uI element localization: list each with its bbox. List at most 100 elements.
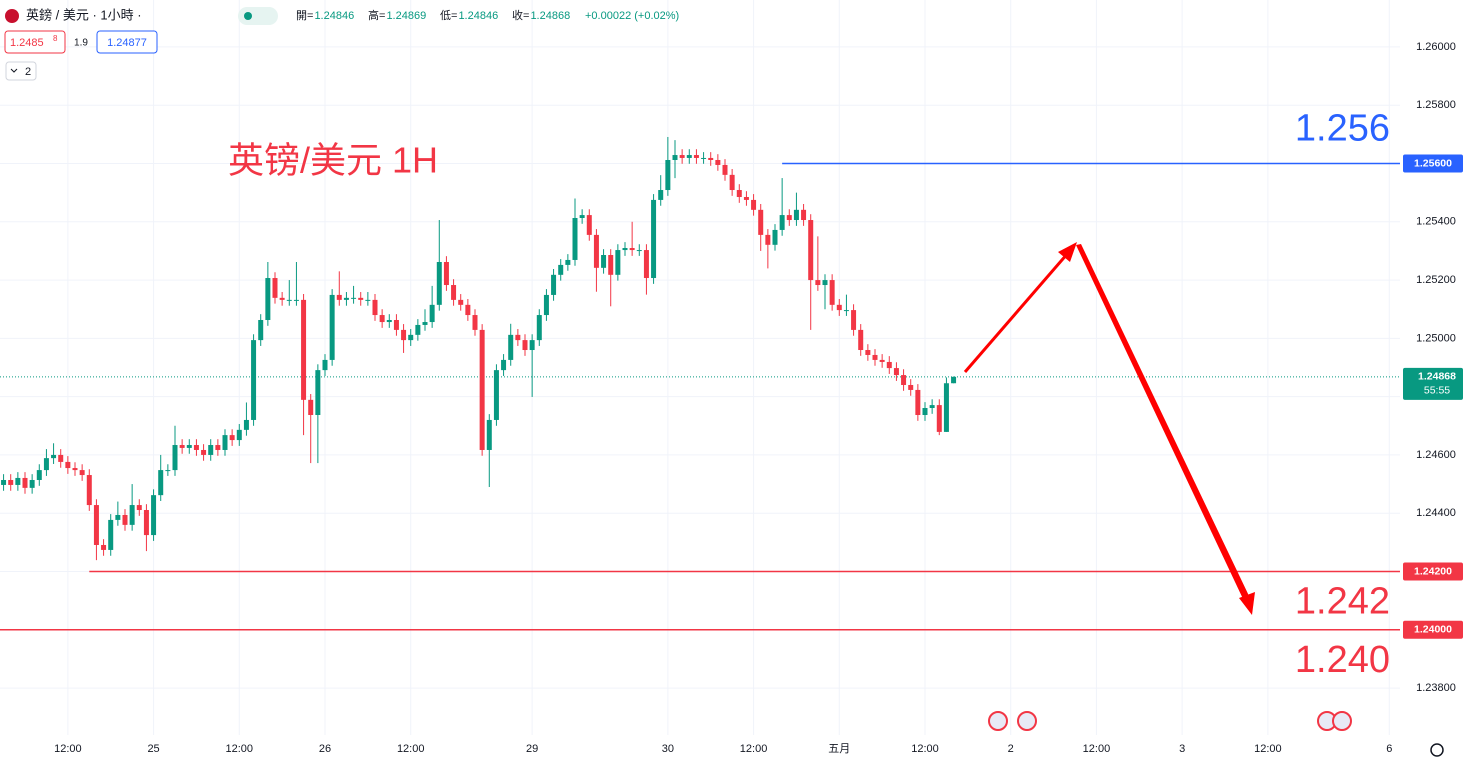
candle-body	[579, 215, 585, 218]
y-tick-label: 1.26000	[1416, 41, 1456, 53]
candle-body	[679, 155, 685, 158]
candle-body	[372, 299, 378, 316]
candle-body	[229, 435, 235, 441]
candle-body	[651, 199, 657, 279]
candle-body	[836, 304, 842, 311]
candle-body	[543, 294, 549, 316]
arrow-down	[1076, 244, 1250, 601]
candle-body	[829, 280, 835, 305]
candle-body	[479, 329, 485, 450]
ohlc: 開= 1.24846 高= 1.24869 低= 1.24846 收= 1.24868 +0.0…	[296, 8, 679, 22]
candle-body	[879, 359, 885, 362]
candle-body	[293, 299, 299, 301]
chart-annotation: 英镑/美元 1H	[228, 140, 438, 181]
ohlc-label: 低=	[440, 9, 457, 22]
y-tick-label: 1.24600	[1416, 449, 1456, 461]
candle-body	[308, 399, 314, 416]
candle-body	[801, 209, 807, 221]
level-label-box	[1403, 562, 1463, 581]
candle-body	[108, 519, 114, 550]
candle-body	[743, 197, 749, 200]
level-label-box	[1403, 154, 1463, 173]
levels: 1.256 1.242 1.240	[0, 108, 1400, 681]
market-status[interactable]	[238, 7, 278, 25]
candle-body	[586, 215, 592, 235]
x-tick-label: 12:00	[1083, 743, 1111, 755]
candle-body	[693, 155, 699, 158]
ohlc-label: 開=	[296, 9, 313, 22]
candle-body	[915, 389, 921, 416]
header: 英鎊 / 美元 · 1小時 · 開= 1.24846 高= 1.24869 低= 1.24…	[4, 7, 679, 81]
event-icon[interactable]	[988, 711, 1008, 731]
x-tick-label: 12:00	[1254, 743, 1282, 755]
candle-body	[122, 514, 128, 525]
x-tick-label: 五月	[828, 743, 850, 755]
x-tick-label: 25	[147, 743, 159, 755]
candle-body	[686, 155, 692, 158]
candle-body	[929, 405, 935, 409]
candle-body	[922, 408, 928, 416]
candle-body	[222, 435, 228, 450]
settings-icon[interactable]	[1430, 743, 1444, 757]
candle-body	[758, 209, 764, 235]
candle-body	[522, 340, 528, 351]
candle-body	[436, 262, 442, 305]
y-tick-label: 1.24400	[1416, 507, 1456, 519]
candle-body	[865, 350, 871, 355]
candle-body	[401, 329, 407, 341]
candle-body	[179, 445, 185, 448]
ohlc-label: 收=	[512, 8, 529, 22]
candle-body	[486, 419, 492, 450]
candle-body	[779, 215, 785, 230]
candle-body	[193, 445, 199, 450]
spread: 1.9	[74, 38, 88, 49]
candle-body	[508, 334, 514, 360]
candle-body	[493, 370, 499, 420]
candle-body	[236, 429, 242, 441]
candle-body	[851, 310, 857, 330]
candle-body	[315, 370, 321, 416]
level-annotation: 1.240	[1295, 639, 1390, 681]
candle-body	[393, 319, 399, 330]
candle-body	[351, 297, 357, 299]
candle-body	[43, 458, 49, 471]
sell-button[interactable]	[4, 30, 66, 54]
candle-body	[572, 217, 578, 260]
x-tick-label: 12:00	[740, 743, 768, 755]
level-label: 1.24000	[1414, 624, 1452, 636]
event-icon[interactable]	[1017, 711, 1037, 731]
x-tick-label: 12:00	[397, 743, 425, 755]
sell-pip: 8	[53, 34, 58, 43]
candle-body	[208, 445, 214, 455]
x-tick-label: 30	[662, 743, 674, 755]
indicators-toggle[interactable]	[5, 61, 37, 81]
candle-body	[15, 477, 21, 485]
countdown: 55:55	[1424, 385, 1450, 397]
candle-body	[101, 544, 107, 550]
candle-body	[143, 510, 149, 536]
x-tick-label: 12:00	[226, 743, 254, 755]
candle-body	[258, 319, 264, 341]
level-annotation: 1.242	[1295, 581, 1390, 623]
candle-body	[872, 354, 878, 360]
candle-body	[65, 461, 71, 469]
candle-body	[629, 248, 635, 251]
candle-body	[8, 479, 14, 485]
candle-body	[908, 384, 914, 390]
candle-body	[951, 376, 957, 384]
x-tick-label: 29	[526, 743, 538, 755]
candle-body	[636, 250, 642, 252]
candle-body	[58, 454, 64, 462]
candle-body	[843, 310, 849, 312]
event-icon[interactable]	[1332, 711, 1352, 731]
candle-body	[608, 255, 614, 275]
symbol[interactable]: 英鎊 / 美元 · 1小時 ·	[26, 7, 142, 22]
candle-body	[51, 454, 57, 459]
time-axis	[0, 735, 1400, 762]
chevron	[10, 68, 18, 73]
candle-body	[729, 174, 735, 191]
buy-button[interactable]	[96, 30, 158, 54]
candle-body	[443, 262, 449, 286]
candle-body	[558, 264, 564, 275]
candle-body	[515, 334, 521, 341]
